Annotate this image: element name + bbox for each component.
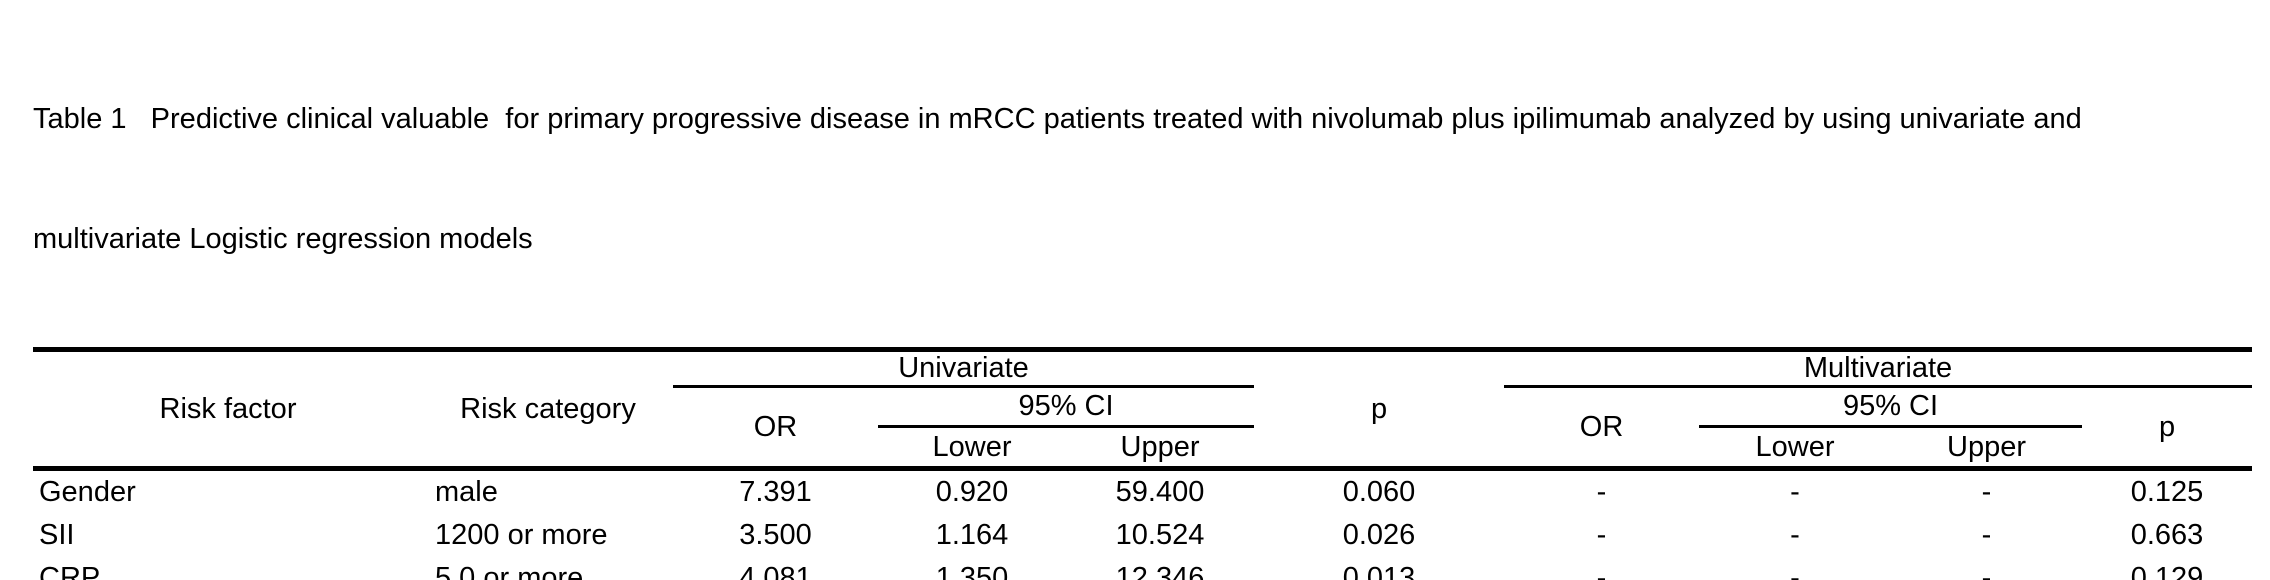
cell-uni-p: 0.026 — [1342, 519, 1416, 551]
cell-uni-p: 0.060 — [1342, 476, 1416, 508]
table-row: SII 1200 or more 3.500 1.164 10.524 0.026 - - - 0… — [33, 514, 2252, 557]
cell-uni-or: 3.500 — [739, 519, 812, 551]
col-header-univariate-or: OR — [673, 386, 878, 471]
cell-multi-or: - — [1596, 562, 1607, 580]
cell-uni-or: 4.081 — [739, 562, 812, 580]
group-header-univariate-ci: 95% CI — [878, 386, 1255, 428]
group-header-multivariate-ci: 95% CI — [1699, 386, 2083, 428]
cell-risk-factor: SII — [39, 519, 75, 551]
col-header-multivariate-p: p — [2082, 386, 2253, 471]
cell-multi-lower: - — [1790, 519, 1800, 551]
cell-uni-upper: 59.400 — [1115, 476, 1205, 508]
table-row: Gender male 7.391 0.920 59.400 0.060 - - - 0.125 — [33, 469, 2252, 515]
col-header-univariate-lower: Lower — [878, 426, 1066, 471]
cell-risk-factor: CRP — [39, 562, 101, 580]
cell-multi-or: - — [1596, 476, 1607, 508]
table-caption: Table 1 Predictive clinical valuable for… — [33, 19, 2252, 339]
cell-multi-lower: - — [1790, 476, 1800, 508]
cell-risk-category: 5.0 or more — [435, 562, 584, 580]
cell-multi-p: 0.129 — [2130, 562, 2204, 580]
cell-risk-category: 1200 or more — [435, 519, 608, 551]
group-header-univariate: Univariate — [673, 349, 1255, 388]
header-row-subgroups: OR 95% CI OR 95% CI p — [33, 386, 2253, 471]
col-header-risk-factor: Risk factor — [33, 349, 423, 471]
cell-risk-category: male — [435, 476, 498, 508]
col-header-multivariate-or: OR — [1504, 386, 1700, 471]
cell-multi-upper: - — [1981, 562, 1992, 580]
cell-multi-p: 0.125 — [2130, 476, 2204, 508]
cell-multi-p: 0.663 — [2130, 519, 2204, 551]
table-row: CRP 5.0 or more 4.081 1.350 12.346 0.013 - - - 0.… — [33, 557, 2252, 580]
col-header-multivariate-upper: Upper — [1891, 426, 2083, 471]
cell-multi-upper: - — [1981, 519, 1992, 551]
col-header-multivariate-lower: Lower — [1699, 426, 1892, 471]
table-caption-line1: Table 1 Predictive clinical valuable for… — [33, 103, 2082, 135]
cell-multi-lower: - — [1790, 562, 1800, 580]
col-header-univariate-upper: Upper — [1066, 426, 1255, 471]
paper-table-figure: Table 1 Predictive clinical valuable for… — [33, 19, 2253, 580]
cell-uni-or: 7.391 — [739, 476, 812, 508]
table-caption-line2: multivariate Logistic regression models — [33, 223, 533, 255]
cell-uni-lower: 0.920 — [935, 476, 1009, 508]
cell-uni-upper: 12.346 — [1115, 562, 1205, 580]
cell-multi-upper: - — [1981, 476, 1992, 508]
table-body: Gender male 7.391 0.920 59.400 0.060 - - - 0.125 S… — [33, 469, 2252, 580]
header-row-groups: Risk factor Risk category Univariate p M… — [33, 349, 2253, 471]
regression-table: Risk factor Risk category Univariate p M… — [33, 347, 2253, 580]
cell-uni-upper: 10.524 — [1115, 519, 1205, 551]
cell-uni-lower: 1.350 — [935, 562, 1009, 580]
header-row-bounds: Lower Upper Lower Upper — [33, 426, 2252, 471]
group-header-multivariate: Multivariate — [1504, 349, 2253, 388]
table-header: Risk factor Risk category Univariate p M… — [33, 349, 2253, 471]
col-header-risk-category: Risk category — [423, 349, 673, 471]
cell-multi-or: - — [1596, 519, 1607, 551]
cell-uni-lower: 1.164 — [935, 519, 1009, 551]
col-header-univariate-p: p — [1254, 349, 1505, 471]
cell-risk-factor: Gender — [39, 476, 136, 508]
cell-uni-p: 0.013 — [1342, 562, 1416, 580]
